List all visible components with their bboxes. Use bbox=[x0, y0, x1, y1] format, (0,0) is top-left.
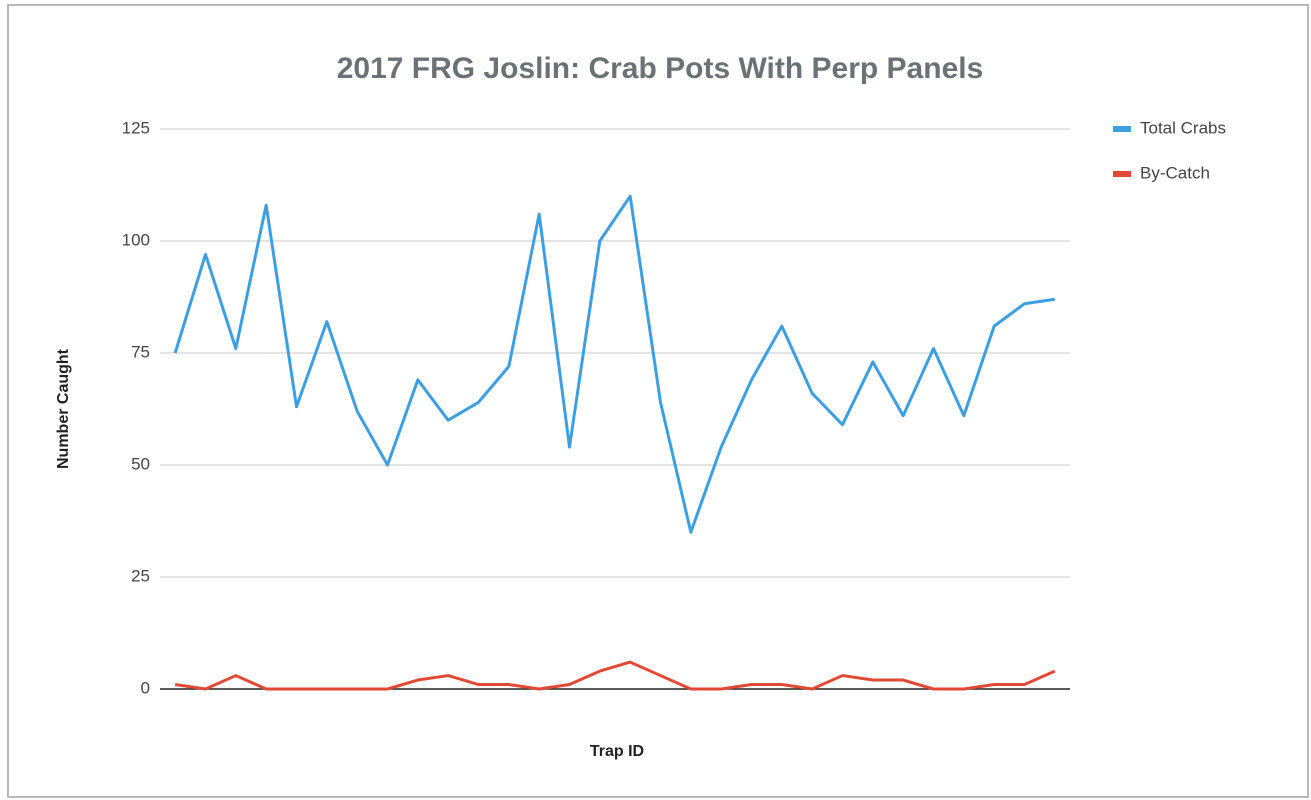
x-axis-label: Trap ID bbox=[590, 743, 644, 760]
legend-swatch bbox=[1113, 171, 1131, 177]
y-tick-label: 100 bbox=[122, 230, 150, 249]
y-tick-label: 125 bbox=[122, 118, 150, 137]
y-tick-label: 25 bbox=[131, 566, 150, 585]
y-tick-label: 0 bbox=[141, 678, 150, 697]
chart-title: 2017 FRG Joslin: Crab Pots With Perp Pan… bbox=[337, 52, 984, 85]
legend-label: By-Catch bbox=[1140, 163, 1210, 182]
y-tick-label: 75 bbox=[131, 342, 150, 361]
legend-swatch bbox=[1113, 126, 1131, 132]
y-axis-label: Number Caught bbox=[55, 348, 72, 469]
legend-label: Total Crabs bbox=[1140, 118, 1226, 137]
series-line bbox=[173, 194, 1056, 534]
y-tick-label: 50 bbox=[131, 454, 150, 473]
frame bbox=[7, 4, 1309, 798]
series-line bbox=[174, 660, 1056, 691]
